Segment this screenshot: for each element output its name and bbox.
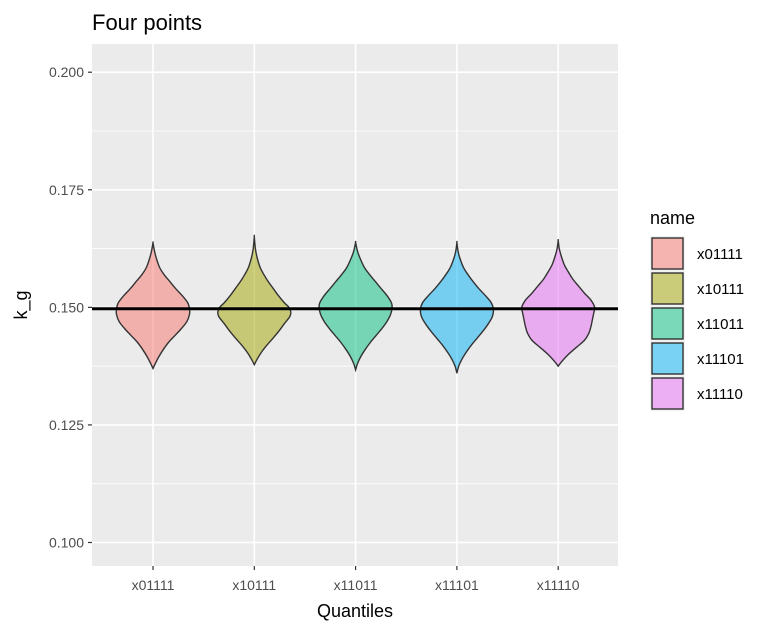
legend-items: x01111 x10111 x11011 x11101 x11110: [650, 236, 744, 411]
legend-label: x10111: [697, 281, 744, 298]
x-axis-ticks: x01111 x10111 x11011 x11101 x11110: [132, 566, 580, 593]
legend-label: x01111: [697, 246, 743, 263]
legend-swatch: [651, 307, 684, 340]
legend-label: x11011: [697, 316, 744, 333]
legend-label: x11110: [697, 386, 743, 403]
x-tick-label: x10111: [232, 577, 276, 593]
y-tick-label: 0.175: [49, 182, 84, 198]
violin-x10111: [217, 234, 292, 367]
y-tick-label: 0.200: [49, 64, 84, 80]
x-tick-label: x11011: [334, 577, 378, 593]
legend-item-x11011: x11011: [650, 306, 744, 341]
chart-title: Four points: [92, 10, 202, 35]
violins: [92, 234, 618, 374]
violin-x11011: [318, 240, 393, 373]
legend-item-x11101: x11101: [650, 341, 744, 376]
violin-x01111: [115, 241, 191, 371]
legend-item-x10111: x10111: [650, 271, 744, 306]
legend-title: name: [650, 208, 695, 228]
x-axis-title: Quantiles: [317, 601, 393, 621]
y-axis-title: k_g: [11, 290, 32, 319]
y-tick-label: 0.125: [49, 417, 84, 433]
legend-item-x11110: x11110: [650, 376, 743, 411]
legend-label: x11101: [697, 351, 744, 368]
legend-swatch: [651, 342, 684, 375]
legend: name x01111 x10111 x11011 x11101 x11110: [650, 208, 744, 411]
y-tick-label: 0.100: [49, 534, 84, 550]
y-axis-ticks: 0.100 0.125 0.150 0.175 0.200: [49, 64, 92, 550]
x-tick-label: x11101: [435, 577, 479, 593]
violin-x11110: [520, 238, 596, 368]
x-tick-label: x11110: [537, 577, 580, 593]
legend-swatch: [651, 377, 684, 410]
legend-swatch: [651, 237, 684, 270]
legend-item-x01111: x01111: [650, 236, 743, 271]
y-tick-label: 0.150: [49, 299, 84, 315]
x-tick-label: x01111: [132, 577, 175, 593]
legend-swatch: [651, 272, 684, 305]
